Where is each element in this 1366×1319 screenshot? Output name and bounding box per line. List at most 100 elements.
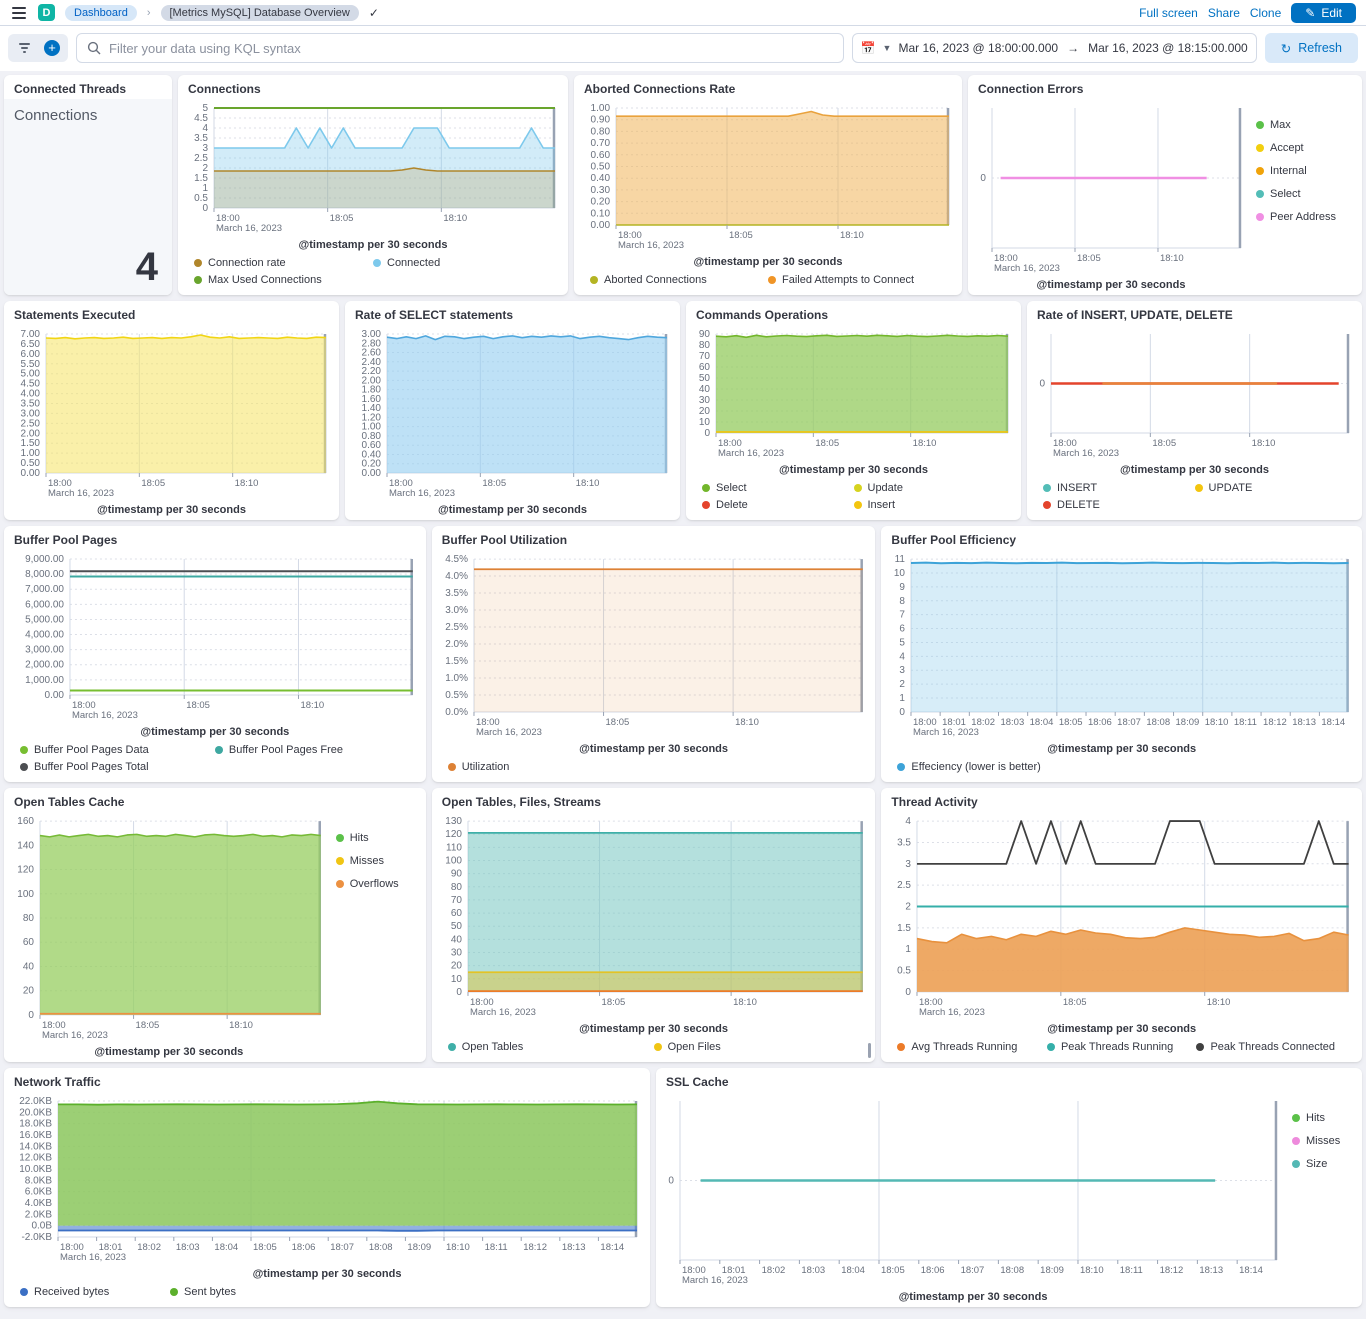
legend-item[interactable]: Utilization [447, 761, 860, 773]
svg-text:4.0KB: 4.0KB [25, 1198, 53, 1209]
svg-text:18:04: 18:04 [214, 1242, 238, 1253]
svg-text:6,000.00: 6,000.00 [25, 599, 64, 610]
menu-icon[interactable] [10, 5, 28, 21]
svg-text:160: 160 [17, 816, 34, 827]
legend-item[interactable]: Hits [1292, 1112, 1352, 1124]
svg-text:0.00: 0.00 [45, 690, 65, 701]
panel-commands-operations: Commands Operations 0 10 20 30 40 50 60 70 80 90 1… [686, 301, 1021, 520]
svg-text:0.00: 0.00 [21, 468, 41, 479]
legend-item[interactable]: Misses [335, 855, 416, 867]
rate-select-chart[interactable]: 0.000.200.400.600.801.001.201.401.601.80… [351, 327, 674, 501]
kql-search-input[interactable] [109, 40, 833, 56]
legend-item[interactable]: Select [1255, 188, 1352, 200]
legend-item[interactable]: Update [853, 482, 1006, 494]
buffer-pool-utilization-chart[interactable]: 0.0% 0.5% 1.0% 1.5% 2.0% 2.5% 3.0% 3.5% 4.0% 4.5%… [438, 552, 870, 740]
buffer-pool-pages-chart[interactable]: 0.00 1,000.00 2,000.00 3,000.00 4,000.00 5,00… [10, 552, 420, 723]
date-range-start[interactable]: Mar 16, 2023 @ 18:00:00.000 [898, 41, 1059, 55]
legend-label: INSERT [1057, 482, 1098, 494]
legend-item[interactable]: Avg Threads Running [897, 1041, 1047, 1053]
legend-item[interactable]: Size [1292, 1158, 1352, 1170]
aborted-connections-chart[interactable]: 0.000.100.200.300.400.500.600.700.800.90… [580, 101, 956, 253]
legend-item[interactable]: Received bytes [20, 1286, 170, 1298]
legend-item[interactable]: DELETE [1043, 499, 1195, 511]
legend-item[interactable]: Buffer Pool Pages Data [20, 744, 215, 756]
svg-text:60: 60 [23, 937, 35, 948]
svg-text:18:05: 18:05 [1152, 438, 1176, 449]
svg-text:5,000.00: 5,000.00 [25, 614, 64, 625]
legend-item[interactable]: Overflows [335, 878, 416, 890]
legend-item[interactable]: Select [702, 482, 854, 494]
legend-item[interactable]: Internal [1255, 165, 1352, 177]
edit-button[interactable]: ✎ Edit [1291, 2, 1356, 23]
legend-item[interactable]: Peer Address [1255, 211, 1352, 223]
legend-scrollbar[interactable] [868, 1043, 872, 1058]
legend-label: Peer Address [1269, 211, 1337, 223]
svg-text:16.0KB: 16.0KB [19, 1130, 52, 1141]
legend-dot-icon [1255, 190, 1264, 198]
svg-text:1,000.00: 1,000.00 [25, 675, 64, 686]
svg-text:0: 0 [668, 1176, 674, 1187]
legend-item[interactable]: Effeciency (lower is better) [897, 761, 1346, 773]
statements-executed-chart[interactable]: 0.000.501.001.502.002.503.003.504.004.50… [10, 327, 333, 501]
legend-item[interactable]: Aborted Connections [590, 274, 768, 286]
legend-item[interactable]: Connection rate [194, 257, 373, 269]
legend-item[interactable]: Hits [335, 832, 416, 844]
legend-item[interactable]: Failed Attempts to Connect [768, 274, 946, 286]
legend-dot-icon [20, 1288, 28, 1296]
breadcrumb-current[interactable]: [Metrics MySQL] Database Overview [160, 4, 359, 21]
svg-text:18:10: 18:10 [446, 1242, 470, 1253]
svg-text:90: 90 [699, 329, 711, 340]
x-axis-label: @timestamp per 30 seconds [94, 1046, 244, 1058]
legend-item[interactable]: Accept [1255, 142, 1352, 154]
legend-label: Peak Threads Connected [1210, 1041, 1336, 1053]
fullscreen-link[interactable]: Full screen [1139, 5, 1198, 20]
date-range-end[interactable]: Mar 16, 2023 @ 18:15:00.000 [1088, 41, 1248, 55]
calendar-icon[interactable]: 📅 [860, 41, 876, 55]
svg-text:60: 60 [451, 908, 463, 919]
legend-item[interactable]: INSERT [1043, 482, 1195, 494]
network-traffic-chart[interactable]: -2.0KB0.0B2.0KB4.0KB6.0KB8.0KB10.0KB12.0… [10, 1094, 644, 1265]
legend-dot-icon [590, 276, 598, 284]
legend-item[interactable]: Max [1255, 119, 1352, 131]
legend-item[interactable]: Open Files [653, 1041, 860, 1053]
filter-icon[interactable] [11, 37, 37, 59]
legend-label: Select [716, 482, 747, 494]
legend-item[interactable]: Delete [702, 499, 854, 511]
breadcrumb-dashboard[interactable]: Dashboard [65, 4, 137, 21]
legend-item[interactable]: Open Tables [447, 1041, 654, 1053]
legend-dot-icon [1255, 121, 1264, 129]
panel-buffer-pool-utilization: Buffer Pool Utilization 0.0% 0.5% 1.0% 1.5%… [431, 526, 876, 782]
chart-legend: Received bytes Sent bytes [4, 1284, 650, 1307]
refresh-button[interactable]: ↻ Refresh [1264, 33, 1358, 63]
clone-link[interactable]: Clone [1249, 5, 1282, 20]
legend-item[interactable]: Max Used Connections [194, 274, 373, 286]
legend-item[interactable]: Peak Threads Running [1046, 1041, 1197, 1053]
legend-label: Open Tables [461, 1041, 524, 1053]
legend-dot-icon [1292, 1137, 1300, 1145]
open-tables-files-streams-chart[interactable]: 0 10 20 30 40 50 60 70 80 90 100 110 120 130 18:00Marc… [438, 814, 870, 1020]
legend-item[interactable]: Insert [853, 499, 1006, 511]
legend-item[interactable]: Connected [373, 257, 552, 269]
add-filter-button[interactable]: + [39, 37, 65, 59]
app-logo[interactable]: D [38, 4, 55, 21]
legend-item[interactable]: Misses [1292, 1135, 1352, 1147]
chevron-down-icon[interactable]: ▼ [882, 43, 892, 53]
share-link[interactable]: Share [1207, 5, 1240, 20]
svg-text:18:05: 18:05 [601, 997, 625, 1008]
legend-item[interactable]: Peak Threads Connected [1196, 1041, 1346, 1053]
legend-item[interactable]: Buffer Pool Pages Free [214, 744, 410, 756]
date-range-picker[interactable]: 📅 ▼ Mar 16, 2023 @ 18:00:00.000 → Mar 16… [851, 33, 1257, 63]
legend-item[interactable]: UPDATE [1194, 482, 1347, 494]
svg-text:20: 20 [699, 406, 711, 417]
legend-item[interactable]: Buffer Pool Pages Total [20, 761, 215, 773]
legend-item[interactable]: Sent bytes [170, 1286, 634, 1298]
kql-search-box[interactable] [76, 33, 844, 63]
